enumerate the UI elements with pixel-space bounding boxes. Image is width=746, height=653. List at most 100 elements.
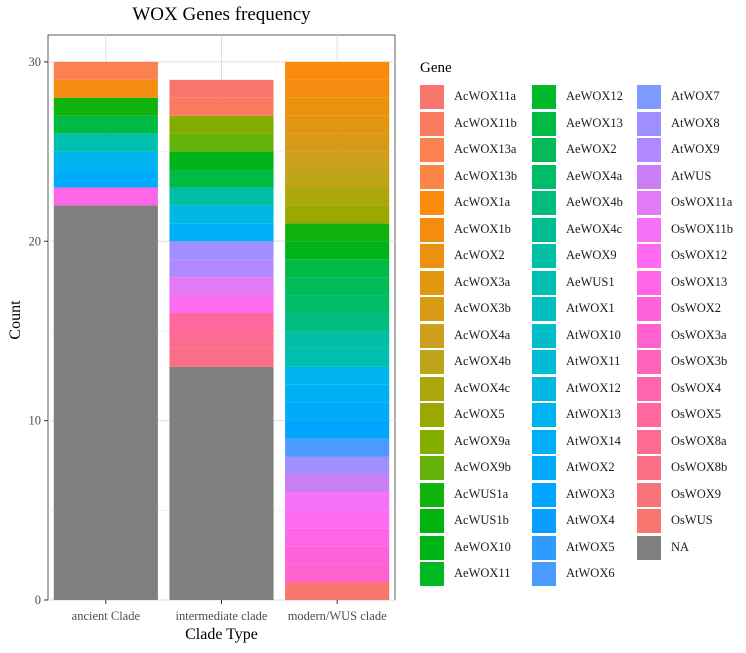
- legend-label: OsWOX2: [671, 301, 721, 315]
- legend-color-key: [532, 270, 556, 295]
- legend-color-key: [420, 323, 444, 348]
- bar-segment: [285, 313, 390, 331]
- bar-segment: [169, 151, 274, 170]
- legend-label: AcWOX11b: [454, 115, 517, 130]
- bar-segment: [285, 97, 390, 116]
- legend-color-key: [532, 217, 556, 242]
- axes: 0 10 20 30 ancient Clade intermediate clade mo…: [29, 55, 388, 623]
- legend-label: AcWOX13b: [454, 168, 518, 183]
- legend-color-key: [637, 138, 661, 162]
- legend-label: AtWOX10: [566, 327, 621, 342]
- bar-segment: [169, 348, 274, 367]
- bar-segment: [285, 348, 390, 367]
- legend-label: AtWOX11: [566, 354, 621, 368]
- legend-label: OsWOX11b: [671, 221, 734, 236]
- legend-color-key: [420, 429, 444, 454]
- x-tick-label: intermediate clade: [176, 609, 268, 623]
- legend-label: AcWOX11a: [454, 89, 517, 103]
- bar-segment: [285, 564, 390, 583]
- bar-segment: [169, 330, 274, 349]
- legend-label: AeWOX11: [454, 566, 511, 580]
- legend-label: AcWOX1a: [454, 195, 511, 209]
- legend-color-key: [532, 191, 556, 215]
- legend-color-key: [532, 111, 556, 136]
- legend-label: AcWOX5: [454, 407, 505, 421]
- bar-segment: [169, 366, 274, 600]
- bar-segment: [169, 133, 274, 152]
- legend-label: AtWOX8: [671, 115, 720, 130]
- legend-title: Gene: [420, 60, 452, 76]
- legend-color-key: [420, 482, 444, 507]
- bar-segment: [285, 330, 390, 349]
- legend-color-key: [532, 350, 556, 374]
- legend-label: OsWOX5: [671, 407, 721, 421]
- bar-segment: [169, 295, 274, 314]
- legend-color-key: [420, 217, 444, 242]
- legend-label: AcWOX3a: [454, 274, 511, 289]
- legend-color-key: [637, 164, 661, 189]
- x-tick-label: modern/WUS clade: [288, 609, 387, 623]
- legend-color-key: [532, 562, 556, 586]
- legend-label: AcWOX4b: [454, 354, 511, 368]
- bar-segment: [285, 456, 390, 475]
- legend-label: AcWOX9b: [454, 460, 511, 474]
- legend-color-key: [637, 323, 661, 348]
- legend-label: OsWOX3b: [671, 354, 728, 368]
- bar-segment: [169, 241, 274, 260]
- bar-segment: [285, 133, 390, 152]
- legend-color-key: [637, 456, 661, 480]
- legend-color-key: [420, 270, 444, 295]
- bar-segment: [285, 492, 390, 511]
- legend-color-key: [420, 164, 444, 189]
- legend-label: AtWUS: [671, 168, 712, 183]
- bar-segment: [169, 313, 274, 331]
- legend-color-key: [420, 535, 444, 560]
- legend-label: AtWOX5: [566, 539, 615, 554]
- bar-segment: [53, 115, 158, 134]
- bar-segment: [169, 259, 274, 278]
- legend-label: AcWOX2: [454, 248, 505, 262]
- bar-segment: [169, 187, 274, 206]
- x-axis-label: Clade Type: [185, 626, 258, 643]
- bar-segment: [53, 61, 158, 80]
- bar-segment: [53, 79, 158, 98]
- legend-color-key: [637, 191, 661, 215]
- legend-label: OsWOX4: [671, 380, 721, 395]
- legend-label: AeWUS1: [566, 274, 615, 289]
- legend-label: AcWOX4c: [454, 380, 511, 395]
- legend-label: AeWOX4b: [566, 195, 623, 209]
- legend-color-key: [532, 376, 556, 401]
- bar-segment: [53, 187, 158, 206]
- legend-color-key: [420, 350, 444, 374]
- legend-color-key: [420, 85, 444, 109]
- bar-segment: [285, 169, 390, 188]
- legend-label: AtWOX9: [671, 142, 720, 156]
- legend-label: OsWOX3a: [671, 327, 727, 342]
- legend-color-key: [637, 85, 661, 109]
- legend-label: AtWOX13: [566, 407, 621, 421]
- bar-segment: [285, 366, 390, 385]
- legend-label: AcWOX9a: [454, 433, 511, 448]
- legend-color-key: [532, 85, 556, 109]
- legend-color-key: [420, 138, 444, 162]
- bar-segment: [285, 438, 390, 457]
- legend-label: OsWOX8a: [671, 433, 727, 448]
- legend-label: AcWOX3b: [454, 301, 511, 315]
- bar-segment: [285, 420, 390, 439]
- legend-label: AeWOX13: [566, 115, 623, 130]
- legend-color-key: [637, 535, 661, 560]
- bar-segment: [285, 241, 390, 260]
- legend-color-key: [420, 111, 444, 136]
- legend-color-key: [532, 482, 556, 507]
- legend-label: AcWUS1a: [454, 486, 509, 501]
- legend-label: AtWOX6: [566, 566, 615, 580]
- legend-label: OsWUS: [671, 513, 713, 527]
- legend-color-key: [637, 217, 661, 242]
- legend-label: AtWOX3: [566, 486, 615, 501]
- y-tick-label: 0: [35, 593, 41, 607]
- legend-label: AtWOX12: [566, 380, 621, 395]
- bar-segment: [53, 151, 158, 170]
- legend-color-key: [420, 191, 444, 215]
- legend-color-key: [420, 376, 444, 401]
